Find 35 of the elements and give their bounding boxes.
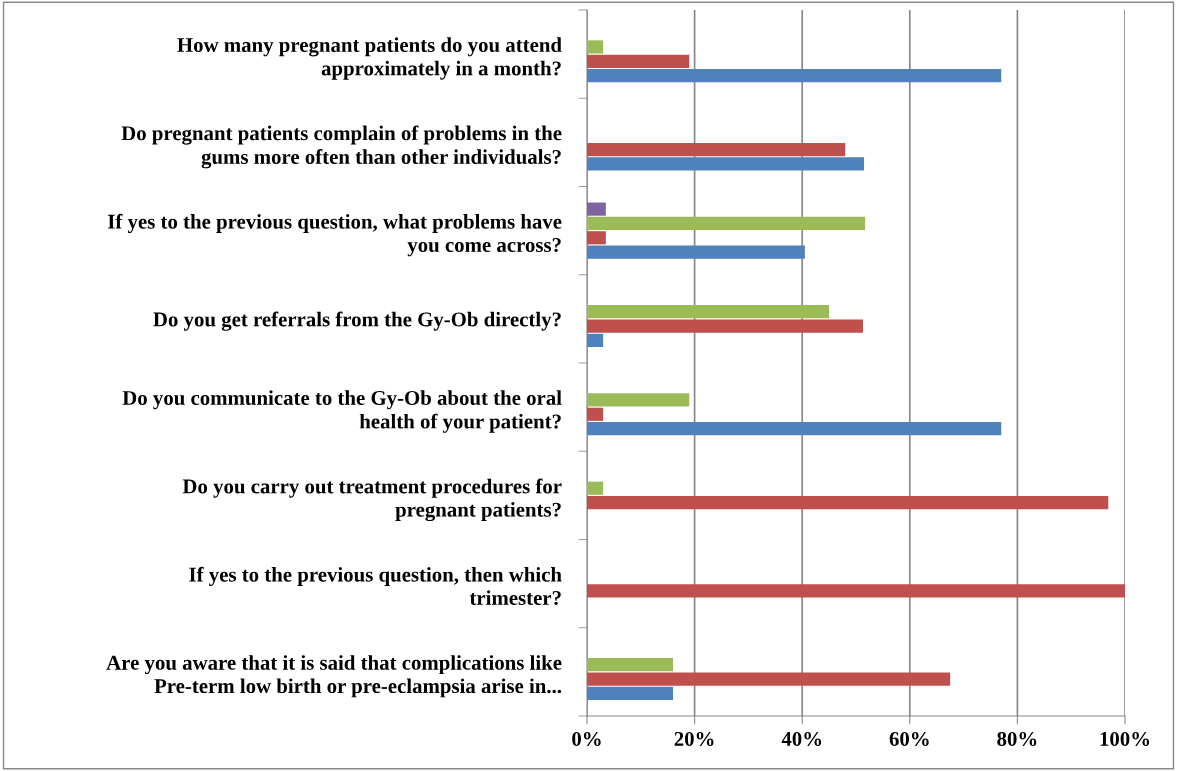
y-tick-label: Do you get referrals from the Gy-Ob directly? (153, 311, 561, 331)
bar (587, 422, 1002, 436)
y-tick-label: Do you communicate to the Gy-Ob about the oral health of your patient? (122, 390, 562, 433)
bar (587, 157, 865, 171)
x-tick-label: 20% (674, 731, 714, 747)
bar (587, 686, 674, 700)
y-tick-label: Are you aware that it is said that complications like Pre-term low birth or pre-eclampsia arise in... (106, 655, 562, 698)
bar (587, 333, 604, 347)
y-tick-label: If yes to the previous question, what problems have you come across? (107, 213, 562, 257)
y-tick-label: How many pregnant patients do you attend approximately in a month? (177, 37, 562, 80)
y-tick-label: Do pregnant patients complain of problems in the gums more often than other individuals? (121, 125, 562, 169)
bar (587, 231, 606, 245)
bar (587, 245, 805, 259)
bar (587, 319, 863, 333)
bar (587, 658, 674, 672)
bar (587, 69, 1002, 83)
x-tick-label: 80% (997, 731, 1037, 747)
x-tick-label: 60% (889, 731, 929, 747)
bar (587, 495, 1109, 510)
bar (587, 672, 951, 686)
x-tick-label: 100% (1100, 731, 1150, 747)
x-tick-label: 40% (781, 731, 822, 747)
bar (587, 393, 690, 407)
bar (587, 54, 690, 68)
bar (587, 142, 846, 157)
y-tick-label: Do you carry out treatment procedures for pregnant patients? (182, 478, 562, 522)
bar (587, 40, 604, 54)
bar (587, 584, 1125, 598)
y-tick-label: If yes to the previous question, then which trimester? (189, 566, 562, 606)
bar (587, 202, 606, 216)
x-tick-label: 0% (572, 731, 601, 747)
bar (587, 305, 830, 319)
bar (587, 481, 604, 495)
bar (587, 407, 604, 421)
bar (587, 216, 866, 231)
